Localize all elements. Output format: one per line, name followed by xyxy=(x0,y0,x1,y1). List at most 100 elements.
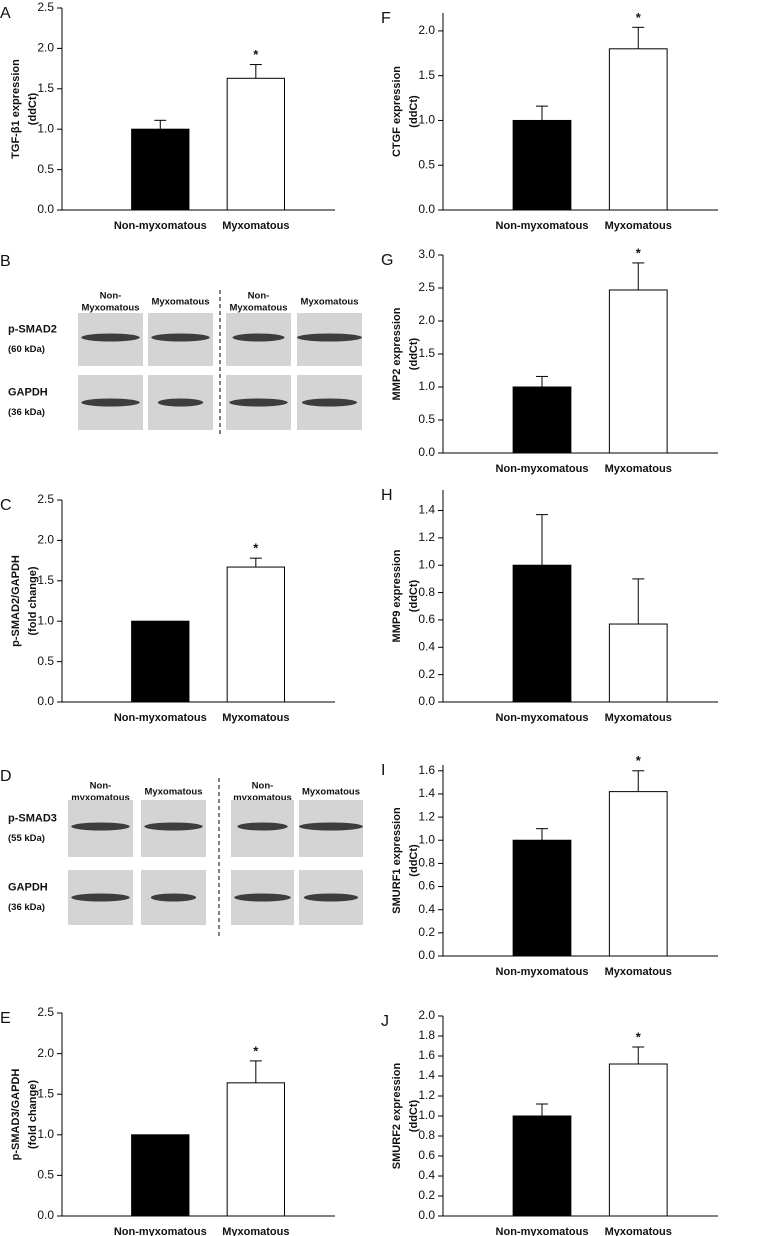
y-tick-label: 0.0 xyxy=(37,202,54,216)
lane-label: Myxomatous xyxy=(151,297,209,308)
blot-band xyxy=(71,893,130,902)
error-bar xyxy=(249,64,262,79)
protein-label: GAPDH xyxy=(8,881,48,893)
lane-label: Non- xyxy=(90,781,112,792)
y-axis-label: (ddCt) xyxy=(408,844,420,877)
y-axis-label: (ddCt) xyxy=(408,337,420,370)
lane-label: Non- xyxy=(248,291,270,302)
panel-letter: B xyxy=(0,253,11,270)
y-tick-label: 2.5 xyxy=(418,280,435,294)
y-axis-label: (ddCt) xyxy=(27,92,39,125)
lane-label: Myxomatous xyxy=(300,297,358,308)
blot-band xyxy=(150,893,197,902)
y-tick-label: 1.0 xyxy=(418,832,435,846)
x-tick-label: Non-myxomatous xyxy=(114,712,207,724)
y-axis-label: (fold change) xyxy=(27,566,39,635)
y-tick-label: 1.5 xyxy=(37,573,54,587)
y-tick-label: 0.8 xyxy=(418,856,435,870)
y-axis-label: (ddCt) xyxy=(408,579,420,612)
error-bar xyxy=(536,1103,548,1116)
panel-letter: G xyxy=(381,252,393,269)
significance-marker: * xyxy=(253,1043,259,1058)
protein-label: GAPDH xyxy=(8,386,48,398)
panel-letter: C xyxy=(0,497,12,514)
y-tick-label: 2.0 xyxy=(37,1046,54,1060)
y-tick-label: 0.4 xyxy=(418,639,435,653)
blot-band xyxy=(297,333,362,342)
bar xyxy=(512,1115,572,1217)
error-bar xyxy=(536,375,548,387)
bar xyxy=(608,289,668,454)
y-tick-label: 2.0 xyxy=(37,533,54,547)
error-bar xyxy=(632,262,645,290)
y-tick-label: 0.6 xyxy=(418,879,435,893)
error-bar xyxy=(632,770,645,792)
y-axis-label: TGF-β1 expression xyxy=(10,59,22,159)
x-tick-label: Myxomatous xyxy=(605,1226,672,1236)
bar xyxy=(512,564,572,703)
y-tick-label: 1.0 xyxy=(37,1127,54,1141)
panel-letter: A xyxy=(0,5,11,22)
y-tick-label: 0.0 xyxy=(37,694,54,708)
lane-label: myxomatous xyxy=(233,793,292,804)
y-tick-label: 1.0 xyxy=(418,113,435,127)
y-tick-label: 1.5 xyxy=(37,81,54,95)
y-tick-label: 1.4 xyxy=(418,786,435,800)
lane-label: Myxomatous xyxy=(302,787,360,798)
size-label: (36 kDa) xyxy=(8,407,45,418)
y-tick-label: 0.0 xyxy=(418,1208,435,1222)
y-tick-label: 1.8 xyxy=(418,1028,435,1042)
size-label: (36 kDa) xyxy=(8,902,45,913)
size-label: (60 kDa) xyxy=(8,344,45,355)
y-tick-label: 0.2 xyxy=(418,1188,435,1202)
y-tick-label: 0.5 xyxy=(37,654,54,668)
error-bar xyxy=(632,26,645,49)
bar xyxy=(131,128,190,211)
y-tick-label: 2.0 xyxy=(418,23,435,37)
blot-band xyxy=(232,333,285,342)
y-tick-label: 0.0 xyxy=(418,445,435,459)
y-tick-label: 0.5 xyxy=(418,157,435,171)
bar xyxy=(512,119,572,211)
y-tick-label: 1.4 xyxy=(418,1068,435,1082)
y-tick-label: 0.4 xyxy=(418,902,435,916)
y-tick-label: 2.0 xyxy=(37,41,54,55)
significance-marker: * xyxy=(253,541,259,556)
y-axis-label: MMP9 expression xyxy=(391,549,403,642)
y-tick-label: 1.0 xyxy=(418,379,435,393)
blot-band xyxy=(303,893,359,902)
panel-letter: F xyxy=(381,10,391,27)
blot-band xyxy=(299,822,363,831)
bar xyxy=(512,839,572,957)
blot-band xyxy=(234,893,291,902)
y-axis-label: (fold change) xyxy=(27,1080,39,1149)
y-tick-label: 2.0 xyxy=(418,313,435,327)
error-bar xyxy=(536,105,548,121)
error-bar xyxy=(249,1060,262,1083)
x-tick-label: Non-myxomatous xyxy=(496,463,589,475)
y-tick-label: 2.5 xyxy=(37,1005,54,1019)
panel-letter: E xyxy=(0,1010,11,1027)
lane-label: Non- xyxy=(100,291,122,302)
blot-band xyxy=(81,398,140,407)
panel-letter: H xyxy=(381,487,393,504)
bar xyxy=(608,623,668,703)
x-tick-label: Myxomatous xyxy=(605,966,672,978)
x-tick-label: Non-myxomatous xyxy=(114,220,207,232)
x-tick-label: Myxomatous xyxy=(605,712,672,724)
y-axis-label: SMURF1 expression xyxy=(391,807,403,914)
y-tick-label: 0.0 xyxy=(418,202,435,216)
x-tick-label: Non-myxomatous xyxy=(114,1226,207,1236)
lane-label: Myxomatous xyxy=(144,787,202,798)
error-bar xyxy=(536,514,548,566)
error-bar xyxy=(632,578,645,625)
significance-marker: * xyxy=(636,1029,642,1044)
y-tick-label: 1.2 xyxy=(418,530,435,544)
size-label: (55 kDa) xyxy=(8,833,45,844)
y-axis-label: (ddCt) xyxy=(408,1099,420,1132)
y-tick-label: 1.4 xyxy=(418,503,435,517)
y-tick-label: 1.5 xyxy=(418,68,435,82)
blot-band xyxy=(229,398,288,407)
x-tick-label: Myxomatous xyxy=(222,712,289,724)
